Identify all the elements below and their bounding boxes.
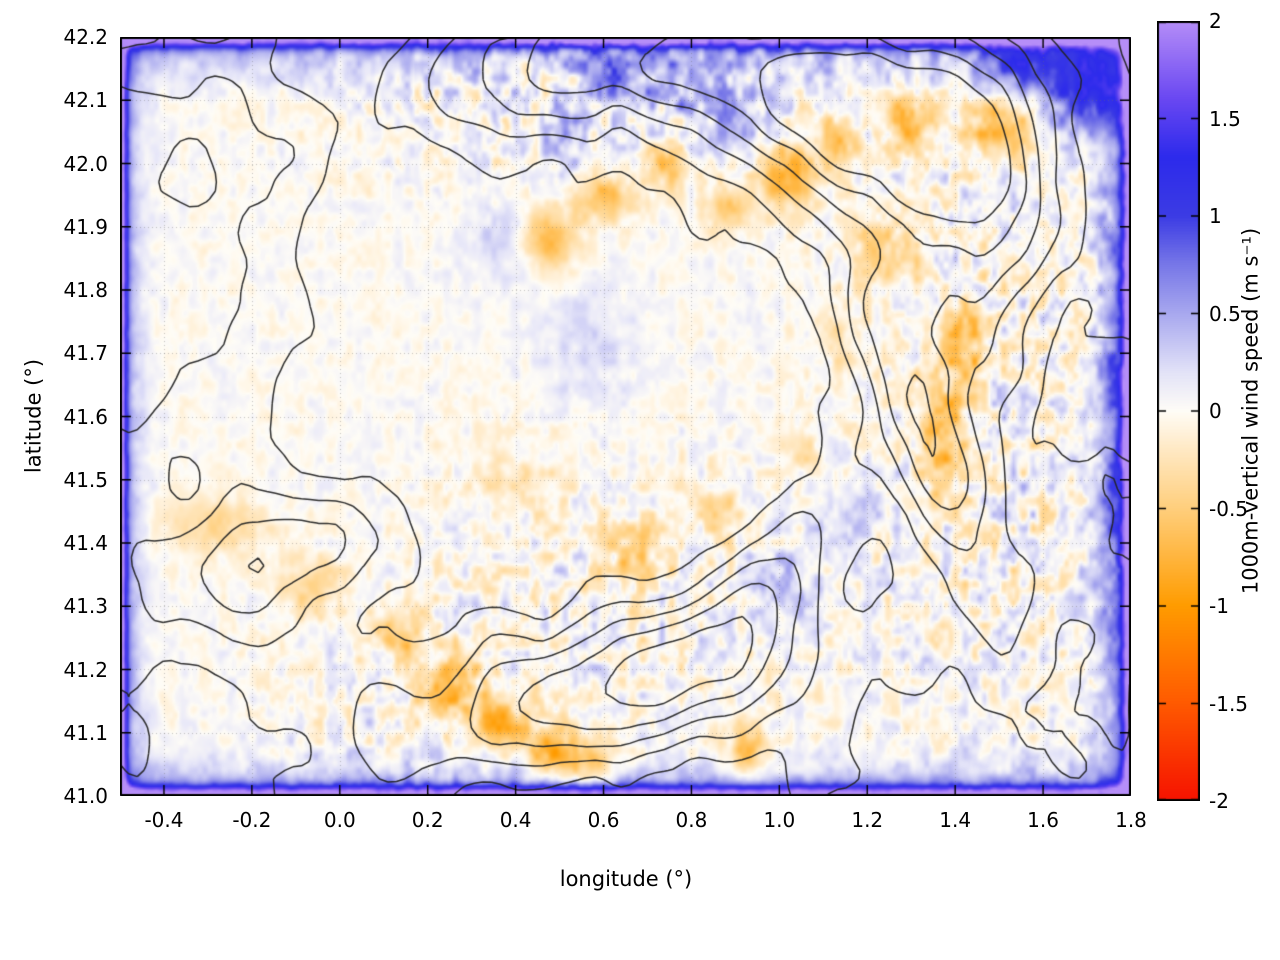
y-tick-label: 41.9 bbox=[63, 214, 108, 239]
colorbar-canvas bbox=[1157, 21, 1200, 801]
x-tick-label: 0.8 bbox=[675, 808, 708, 832]
colorbar-tick-label: -1.5 bbox=[1209, 691, 1249, 716]
x-tick-label: 1.8 bbox=[1115, 808, 1147, 832]
colorbar-tick-label: 1 bbox=[1209, 204, 1222, 228]
y-tick-label: 42.1 bbox=[63, 88, 108, 113]
x-tick-label: 0.4 bbox=[499, 808, 532, 832]
x-tick-label: 1.2 bbox=[851, 808, 884, 832]
y-axis-label: latitude (°) bbox=[21, 358, 46, 474]
colorbar-tick-label: 2 bbox=[1209, 9, 1222, 33]
y-tick-label: 41.4 bbox=[63, 531, 108, 555]
y-tick-label: 41.7 bbox=[63, 341, 108, 366]
colorbar-tick-label: -2 bbox=[1209, 789, 1229, 813]
colorbar-label: 1000m-vertical wind speed (m s⁻¹) bbox=[1238, 227, 1263, 595]
x-tick-label: -0.4 bbox=[144, 808, 184, 832]
y-tick-label: 42.2 bbox=[63, 25, 108, 49]
colorbar-tick-label: -1 bbox=[1209, 594, 1229, 618]
x-tick-label: 0.0 bbox=[323, 808, 356, 832]
colorbar-tick-label: 0.5 bbox=[1209, 301, 1241, 326]
y-tick-label: 41.2 bbox=[63, 657, 108, 682]
x-tick-label: 0.6 bbox=[587, 808, 620, 832]
y-tick-label: 42.0 bbox=[63, 151, 108, 176]
heatmap-plot-canvas bbox=[120, 37, 1131, 796]
y-tick-label: 41.0 bbox=[63, 784, 108, 808]
x-tick-label: -0.2 bbox=[232, 808, 272, 832]
y-tick-label: 41.3 bbox=[63, 594, 108, 619]
x-tick-label: 0.2 bbox=[411, 808, 444, 832]
x-tick-label: 1.0 bbox=[763, 808, 796, 832]
x-axis-label: longitude (°) bbox=[559, 867, 693, 891]
colorbar-tick-label: 1.5 bbox=[1209, 106, 1241, 131]
x-tick-label: 1.6 bbox=[1027, 808, 1059, 832]
y-tick-label: 41.1 bbox=[63, 720, 108, 745]
colorbar-tick-label: 0 bbox=[1209, 399, 1222, 423]
y-tick-label: 41.5 bbox=[63, 467, 108, 492]
y-tick-label: 41.8 bbox=[63, 278, 108, 302]
y-tick-label: 41.6 bbox=[63, 404, 108, 429]
x-tick-label: 1.4 bbox=[939, 808, 972, 832]
